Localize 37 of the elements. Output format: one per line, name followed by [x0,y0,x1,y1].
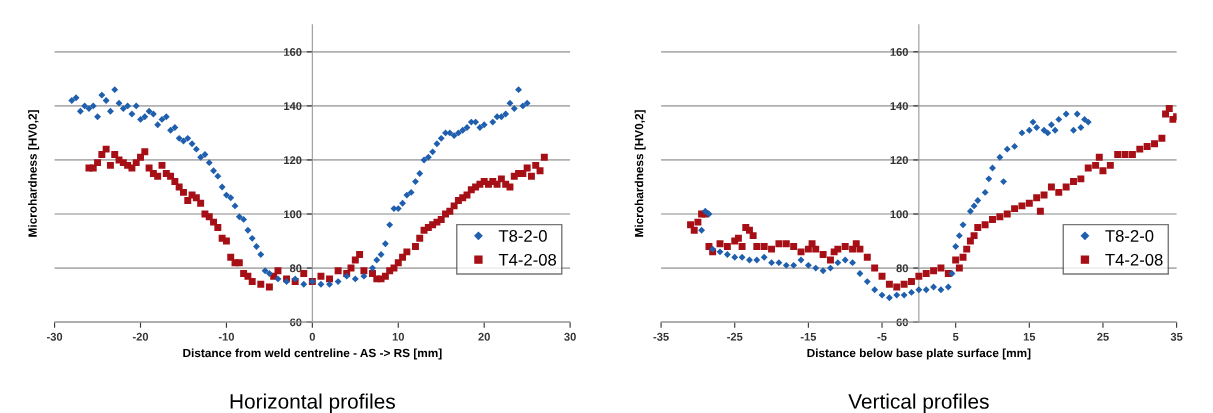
y-tick-label: 100 [890,210,908,219]
y-axis-title: Microhardness [HV0,2] [634,110,646,237]
y-tick-label: 140 [284,102,302,111]
x-tick-label: -20 [132,332,149,341]
x-axis-title: Distance below base plate surface [mm] [807,348,1031,360]
y-tick-label: 80 [289,264,302,273]
text: Vertical profiles [848,393,989,413]
x-tick-label: -30 [46,332,63,341]
x-tick-label: -15 [800,332,817,341]
x-tick-label: 15 [1023,332,1036,341]
x-tick-label: 10 [392,332,404,341]
y-tick-label: 60 [896,318,908,327]
x-tick-label: 5 [952,332,959,341]
x-tick-label: -10 [218,332,234,341]
y-tick-label: 160 [890,48,908,56]
x-axis-title: Distance from weld centreline - AS -> RS [mm] [183,348,442,360]
x-tick-label: 0 [309,332,315,341]
y-tick-label: 80 [896,264,908,273]
x-tick-label: 30 [564,332,576,341]
legend-label: T8-2-0 [498,230,547,242]
y-tick-label: 120 [890,156,908,165]
x-tick-label: -25 [727,332,743,341]
y-tick-label: 60 [289,318,302,327]
x-tick-label: 35 [1170,332,1183,341]
legend-label: T4-2-08 [1105,253,1163,266]
x-tick-label: 25 [1097,332,1109,341]
x-tick-label: -35 [653,332,669,341]
y-tick-label: 140 [890,102,908,111]
y-axis-title: Microhardness [HV0,2] [28,110,40,237]
x-tick-label: -5 [877,332,887,341]
y-tick-label: 120 [284,156,302,165]
text: Horizontal profiles [230,393,395,413]
legend-label: T8-2-0 [1105,230,1154,242]
y-tick-label: 160 [284,48,302,56]
x-tick-label: 20 [478,332,490,341]
y-tick-label: 100 [284,210,302,219]
legend-label: T4-2-08 [498,253,557,266]
